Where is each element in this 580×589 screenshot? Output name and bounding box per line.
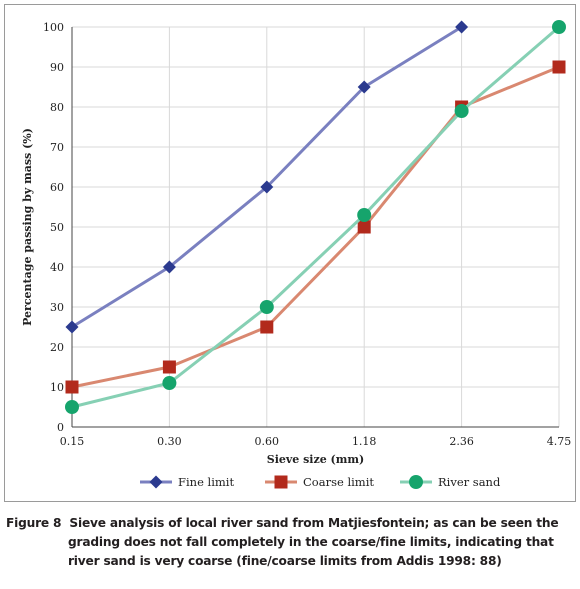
data-point: [357, 220, 371, 234]
series-layer: [65, 20, 566, 414]
data-point: [357, 208, 372, 222]
x-tick-label: 0.30: [157, 435, 182, 448]
y-tick-label: 0: [57, 421, 64, 434]
data-point: [552, 20, 566, 34]
data-point: [65, 380, 79, 394]
data-point: [455, 20, 469, 34]
x-tick-label: 1.18: [352, 435, 377, 448]
data-point: [259, 300, 274, 314]
x-tick-label: 0.60: [255, 435, 280, 448]
data-point: [357, 80, 371, 94]
y-tick-label: 90: [50, 61, 64, 74]
x-tick-label: 4.75: [547, 435, 572, 448]
x-tick-label: 0.15: [60, 435, 85, 448]
legend-marker: [409, 475, 423, 489]
legend-marker: [149, 475, 163, 489]
data-point: [260, 320, 274, 334]
legend-item: Fine limit: [140, 475, 234, 489]
chart-frame: [4, 4, 576, 502]
axes: [71, 27, 559, 428]
caption-text: Sieve analysis of local river sand from …: [68, 516, 559, 568]
data-point: [162, 376, 177, 390]
figure-label: Figure 8: [6, 516, 62, 530]
y-tick-label: 50: [50, 221, 64, 234]
data-point: [162, 260, 176, 274]
data-point: [65, 400, 79, 414]
data-point: [260, 180, 274, 194]
legend-item: Coarse limit: [265, 475, 374, 489]
y-axis-label: Percentage passing by mass (%): [21, 128, 34, 326]
y-tick-label: 40: [50, 261, 64, 274]
tick-labels: 0 10 20 30 40 50 60 70 80 90 100 0.15 0.30 0.60 1.18 2.…: [43, 21, 571, 448]
figure-caption: Figure 8 Sieve analysis of local river s…: [6, 514, 574, 571]
y-tick-label: 100: [43, 21, 64, 34]
legend: Fine limit Coarse limit River sand: [140, 475, 501, 489]
legend-label: River sand: [438, 475, 501, 489]
sieve-analysis-chart: 0 10 20 30 40 50 60 70 80 90 100 0.15 0.30 0.60 1.18 2.…: [21, 20, 571, 489]
series-fine-limit: [65, 20, 469, 334]
series-line: [71, 25, 560, 409]
grid: [72, 26, 560, 427]
data-point: [454, 104, 469, 118]
y-tick-label: 80: [50, 101, 64, 114]
series-river-sand: [65, 20, 566, 414]
data-point: [552, 60, 566, 74]
legend-marker: [274, 475, 288, 489]
x-axis-label: Sieve size (mm): [267, 453, 364, 466]
series-line: [71, 65, 560, 389]
y-tick-label: 30: [50, 301, 64, 314]
legend-label: Fine limit: [178, 475, 234, 489]
x-tick-label: 2.36: [449, 435, 474, 448]
series-coarse-limit: [65, 60, 566, 394]
legend-label: Coarse limit: [303, 475, 374, 489]
y-tick-label: 60: [50, 181, 64, 194]
y-tick-label: 20: [50, 341, 64, 354]
data-point: [162, 360, 176, 374]
legend-item: River sand: [400, 475, 501, 489]
data-point: [65, 320, 79, 334]
y-tick-label: 70: [50, 141, 64, 154]
y-tick-label: 10: [50, 381, 64, 394]
